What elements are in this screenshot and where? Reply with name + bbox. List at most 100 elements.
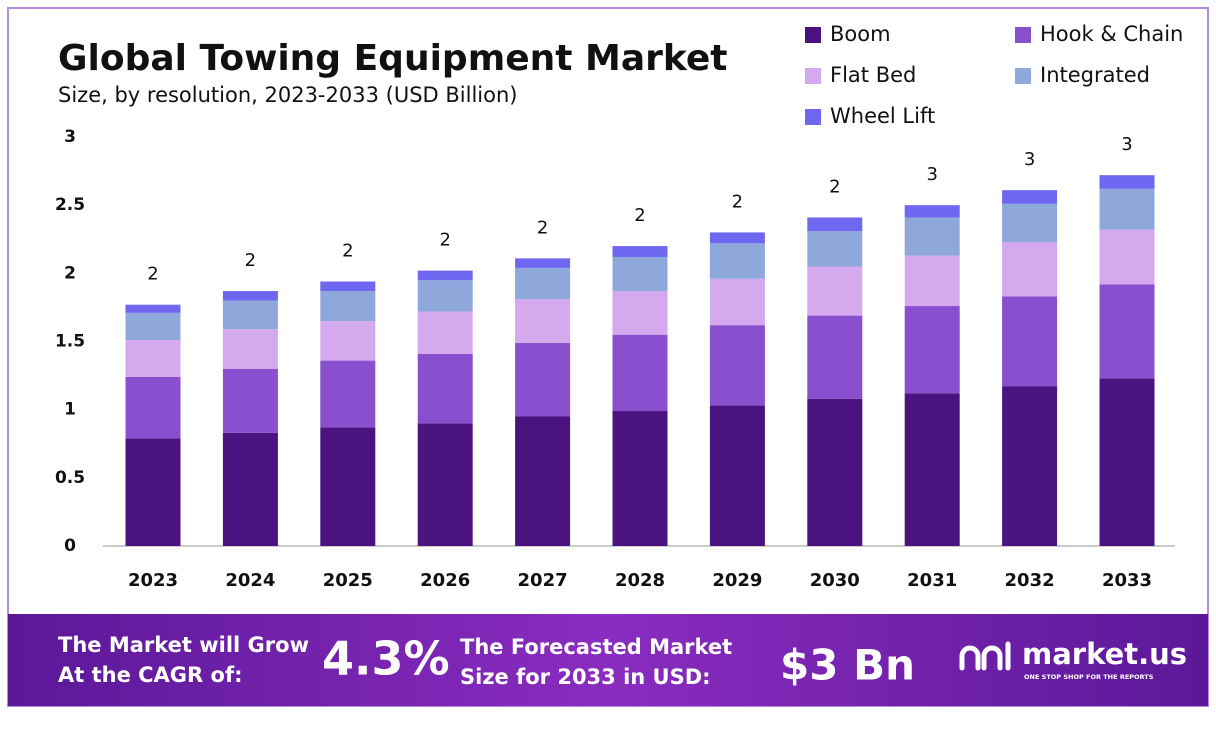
legend-label: Integrated bbox=[1040, 63, 1150, 87]
x-tick-label: 2023 bbox=[128, 570, 178, 591]
total-label: 2 bbox=[537, 217, 548, 238]
bar-segment bbox=[417, 353, 473, 424]
bar-segment bbox=[125, 304, 181, 313]
forecast-text: Size for 2033 in USD: bbox=[460, 665, 711, 689]
bar-segment bbox=[417, 311, 473, 354]
y-tick-label: 2.5 bbox=[55, 195, 85, 215]
x-tick-label: 2025 bbox=[323, 570, 373, 591]
cagr-value: 4.3% bbox=[322, 632, 450, 686]
bar-segment bbox=[807, 315, 863, 399]
bar-segment bbox=[125, 312, 181, 341]
bar-segment bbox=[515, 258, 571, 268]
bar-segment bbox=[1099, 175, 1155, 189]
bar-segment bbox=[904, 393, 960, 546]
bar-segment bbox=[222, 432, 278, 546]
total-label: 2 bbox=[147, 264, 158, 285]
bar-segment bbox=[904, 217, 960, 256]
bar-segment bbox=[709, 325, 765, 406]
bar-segment bbox=[1002, 386, 1058, 546]
bar-segment bbox=[417, 423, 473, 546]
legend-swatch bbox=[805, 68, 821, 84]
bar-segment bbox=[1099, 229, 1155, 285]
cagr-text: The Market will Grow bbox=[58, 633, 309, 657]
cagr-text: At the CAGR of: bbox=[58, 663, 243, 687]
bar-segment bbox=[904, 205, 960, 218]
chart-title: Global Towing Equipment Market bbox=[58, 38, 727, 79]
total-label: 2 bbox=[732, 191, 743, 212]
bar-segment bbox=[320, 291, 376, 322]
bar-segment bbox=[1099, 188, 1155, 230]
bar-segment bbox=[515, 342, 571, 417]
bar-segment bbox=[709, 243, 765, 279]
bar-segment bbox=[612, 334, 668, 412]
bar-segment bbox=[320, 281, 376, 292]
legend-label: Wheel Lift bbox=[830, 104, 935, 128]
legend-swatch bbox=[1015, 27, 1031, 43]
total-label: 3 bbox=[1121, 134, 1132, 155]
bar-segment bbox=[904, 255, 960, 307]
bar-segment bbox=[1002, 190, 1058, 204]
bar-segment bbox=[222, 300, 278, 330]
x-tick-label: 2024 bbox=[225, 570, 275, 591]
x-tick-label: 2026 bbox=[420, 570, 470, 591]
bar-segment bbox=[125, 340, 181, 377]
total-label: 3 bbox=[926, 164, 937, 185]
bar-segment bbox=[709, 232, 765, 244]
bar-segment bbox=[320, 427, 376, 546]
legend-swatch bbox=[1015, 68, 1031, 84]
bar-segment bbox=[222, 368, 278, 433]
bar-segment bbox=[1002, 241, 1058, 297]
x-tick-label: 2032 bbox=[1005, 570, 1055, 591]
y-tick-label: 2 bbox=[64, 263, 76, 283]
tagline: ONE STOP SHOP FOR THE REPORTS bbox=[1024, 673, 1154, 681]
x-tick-label: 2033 bbox=[1102, 570, 1152, 591]
bar-segment bbox=[417, 270, 473, 281]
y-tick-label: 3 bbox=[64, 127, 76, 147]
bar-segment bbox=[709, 278, 765, 326]
bar-segment bbox=[709, 405, 765, 546]
forecast-text: The Forecasted Market bbox=[460, 635, 732, 659]
bar-segment bbox=[807, 217, 863, 232]
chart-subtitle: Size, by resolution, 2023-2033 (USD Bill… bbox=[58, 83, 517, 107]
bar-segment bbox=[1099, 284, 1155, 379]
bar-segment bbox=[417, 280, 473, 312]
y-tick-label: 1 bbox=[64, 400, 76, 420]
bar-segment bbox=[807, 266, 863, 316]
bar-segment bbox=[1002, 203, 1058, 242]
y-tick-label: 0.5 bbox=[55, 468, 85, 488]
brand: market.us bbox=[1022, 637, 1187, 671]
total-label: 2 bbox=[342, 241, 353, 262]
bar-segment bbox=[904, 306, 960, 394]
total-label: 2 bbox=[634, 205, 645, 226]
total-label: 2 bbox=[439, 230, 450, 251]
x-tick-label: 2028 bbox=[615, 570, 665, 591]
bar-segment bbox=[1099, 378, 1155, 546]
legend-label: Boom bbox=[830, 22, 891, 46]
brand-logo bbox=[959, 641, 1011, 671]
bar-segment bbox=[222, 329, 278, 369]
y-tick-label: 1.5 bbox=[55, 332, 85, 352]
bar-segment bbox=[222, 291, 278, 301]
legend-swatch bbox=[805, 27, 821, 43]
total-label: 2 bbox=[245, 250, 256, 271]
bar-segment bbox=[320, 321, 376, 361]
legend-label: Flat Bed bbox=[830, 63, 916, 87]
bar-segment bbox=[125, 438, 181, 546]
legend-swatch bbox=[805, 109, 821, 125]
bar-segment bbox=[612, 411, 668, 546]
bar-segment bbox=[515, 267, 571, 300]
total-label: 3 bbox=[1024, 149, 1035, 170]
x-tick-label: 2029 bbox=[712, 570, 762, 591]
legend-label: Hook & Chain bbox=[1040, 22, 1183, 46]
bar-segment bbox=[612, 291, 668, 335]
bar-segment bbox=[807, 231, 863, 267]
bar-segment bbox=[612, 256, 668, 292]
total-label: 2 bbox=[829, 176, 840, 197]
bar-segment bbox=[320, 360, 376, 428]
bar-segment bbox=[1002, 296, 1058, 387]
bar-segment bbox=[515, 416, 571, 546]
bar-segment bbox=[612, 246, 668, 257]
bar-segment bbox=[807, 398, 863, 546]
forecast-value: $3 Bn bbox=[780, 641, 915, 690]
